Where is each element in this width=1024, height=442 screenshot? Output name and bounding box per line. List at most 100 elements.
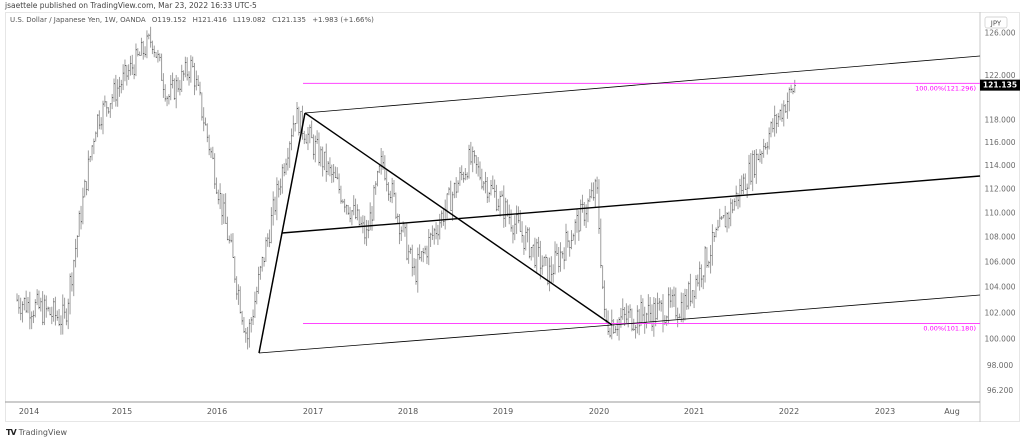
pitchfork-lower-line-b bbox=[611, 294, 981, 326]
ohlc-bar bbox=[525, 225, 527, 251]
ohlc-bar bbox=[298, 106, 300, 136]
ohlc-bar bbox=[76, 235, 79, 258]
ohlc-bar bbox=[673, 286, 675, 308]
price-tick: 106.000 bbox=[984, 257, 1015, 266]
ohlc-bar bbox=[556, 243, 558, 256]
ohlc-bar bbox=[510, 209, 513, 232]
ohlc-bar bbox=[710, 244, 712, 274]
pitchfork-upper-line bbox=[304, 55, 981, 114]
ohlc-bar bbox=[212, 146, 214, 160]
ohlc-bar bbox=[417, 247, 419, 293]
ohlc-bar bbox=[60, 315, 62, 335]
ohlc-bar bbox=[131, 54, 134, 75]
ohlc-bar bbox=[620, 307, 622, 328]
chart-frame bbox=[5, 12, 1020, 422]
ohlc-bar bbox=[307, 127, 309, 151]
ohlc-bar bbox=[622, 298, 624, 320]
time-tick: 2015 bbox=[112, 407, 132, 416]
footer-branding: TV TradingView bbox=[6, 428, 67, 437]
ohlc-bar bbox=[355, 198, 357, 220]
ohlc-bar bbox=[276, 177, 278, 221]
ohlc-bar bbox=[71, 272, 73, 292]
fib-label-0: 0.00%(101.180) bbox=[923, 324, 976, 332]
ohlc-bar bbox=[764, 142, 767, 150]
ohlc-bar bbox=[215, 177, 218, 194]
ohlc-bar bbox=[642, 298, 644, 322]
ohlc-bar bbox=[95, 131, 97, 142]
ohlc-bar bbox=[108, 107, 110, 114]
ohlc-bar bbox=[695, 275, 697, 300]
ohlc-bar bbox=[541, 255, 544, 275]
ohlc-bar bbox=[221, 193, 223, 225]
ohlc-bar bbox=[567, 230, 569, 248]
ohlc-bar bbox=[563, 247, 566, 270]
ohlc-bar bbox=[16, 293, 18, 302]
ohlc-bar bbox=[124, 59, 126, 82]
ohlc-bar bbox=[80, 205, 83, 230]
ohlc-bar bbox=[717, 219, 719, 231]
ohlc-bar bbox=[296, 102, 298, 124]
price-change: +1.983 (+1.66%) bbox=[312, 16, 374, 24]
ohlc-bar bbox=[237, 284, 240, 305]
ohlc-bar bbox=[347, 204, 350, 215]
ohlc-bar bbox=[342, 199, 344, 204]
ohlc-bar bbox=[258, 266, 260, 294]
ohlc-bar bbox=[636, 305, 639, 334]
ohlc-bar bbox=[27, 296, 29, 314]
ohlc-bar bbox=[700, 264, 703, 288]
pitchfork-drawing[interactable] bbox=[258, 55, 981, 354]
time-axis[interactable]: 2014 2015 2016 2017 2018 2019 2020 2021 2022 2023… bbox=[19, 407, 960, 416]
ohlc-bar bbox=[358, 209, 361, 226]
ohlc-bar bbox=[646, 312, 648, 329]
ohlc-bar bbox=[649, 297, 652, 323]
time-tick: 2014 bbox=[19, 407, 39, 416]
ohlc-bar bbox=[739, 178, 741, 208]
ohlc-bar bbox=[426, 245, 428, 265]
ohlc-bar bbox=[323, 151, 326, 171]
ohlc-bar bbox=[724, 205, 727, 228]
ohlc-bar bbox=[539, 240, 542, 280]
ohlc-bar bbox=[366, 219, 368, 246]
ohlc-bar bbox=[543, 256, 546, 267]
ohlc-bar bbox=[31, 311, 33, 330]
ohlc-bar bbox=[442, 207, 445, 226]
ohlc-bar bbox=[331, 164, 333, 184]
ohlc-bar bbox=[406, 223, 408, 261]
ohlc-bar bbox=[781, 103, 783, 122]
ohlc-bar bbox=[560, 242, 562, 272]
ohlc-bar bbox=[759, 149, 761, 163]
last-price-badge bbox=[980, 79, 1020, 91]
ohlc-bar bbox=[151, 40, 154, 55]
ohlc-bar bbox=[624, 307, 626, 326]
ohlc-bar bbox=[325, 143, 328, 182]
ohlc-bar bbox=[117, 79, 119, 107]
ohlc-bar bbox=[314, 135, 317, 163]
ohlc-bar bbox=[581, 194, 584, 213]
price-tick: 126.000 bbox=[984, 29, 1015, 38]
ohlc-bar bbox=[422, 247, 425, 263]
ohlc-bar bbox=[65, 308, 68, 326]
ohlc-bar bbox=[722, 215, 725, 219]
ohlc-bar bbox=[689, 273, 692, 307]
price-axis[interactable]: 126.000 122.000 118.000 116.000 114.000 112.0… bbox=[984, 29, 1015, 395]
ohlc-bar bbox=[678, 313, 681, 319]
ohlc-bar bbox=[786, 92, 789, 119]
ohlc-bar bbox=[768, 127, 771, 150]
ohlc-bar bbox=[400, 226, 403, 241]
price-tick: 96.200 bbox=[987, 386, 1013, 395]
ohlc-bar bbox=[128, 64, 130, 80]
ohlc-bar bbox=[702, 275, 705, 290]
ohlc-bar bbox=[755, 149, 758, 184]
ohlc-bar bbox=[42, 291, 44, 326]
ohlc-bar bbox=[280, 178, 282, 196]
ohlc-bar bbox=[311, 120, 313, 139]
ohlc-bar bbox=[728, 211, 730, 229]
fib-label-100: 100.00%(121.296) bbox=[915, 84, 976, 92]
ohlc-bar bbox=[594, 178, 597, 208]
ohlc-bar bbox=[265, 237, 267, 262]
ohlc-bar bbox=[356, 204, 359, 221]
ohlc-bar bbox=[430, 232, 432, 248]
ohlc-bar bbox=[172, 72, 174, 89]
ohlc-bar bbox=[247, 326, 249, 350]
